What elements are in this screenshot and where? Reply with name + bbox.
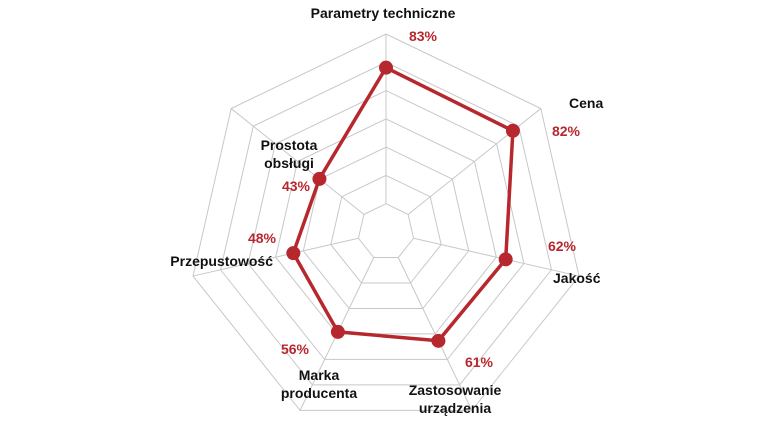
spoke-3	[397, 257, 473, 411]
value-label-1: 82%	[552, 123, 581, 139]
spoke-1	[407, 108, 542, 215]
value-label-6: 43%	[282, 178, 311, 194]
grid-ring-5	[247, 90, 525, 360]
axis-label-0: Parametry techniczne	[311, 5, 456, 21]
data-point-1	[505, 123, 520, 138]
value-label-0: 83%	[409, 28, 438, 44]
series-line	[291, 65, 515, 343]
spoke-2	[413, 237, 580, 277]
axis-label-6: Prostota obsługi	[261, 137, 318, 171]
axis-label-5: Przepustowość	[170, 253, 273, 269]
data-point-4	[330, 324, 345, 339]
data-point-5	[286, 246, 301, 261]
grid-ring-4	[275, 118, 497, 335]
axis-label-2: Jakość	[553, 270, 601, 286]
radar-labels: Parametry techniczne Cena Jakość Zastosowan…	[170, 5, 603, 416]
data-point-2	[498, 252, 513, 267]
axis-label-4: Marka producenta	[281, 367, 357, 401]
radar-series	[286, 60, 520, 348]
value-label-2: 62%	[548, 238, 577, 254]
value-label-3: 61%	[465, 354, 494, 370]
value-label-5: 48%	[248, 230, 277, 246]
data-point-6	[312, 171, 327, 186]
data-point-0	[379, 60, 393, 75]
spoke-5	[192, 237, 359, 277]
grid-ring-2	[330, 174, 442, 284]
radar-spokes	[192, 34, 580, 411]
radar-grid	[192, 33, 580, 411]
axis-label-3: Zastosowanie urządzenia	[409, 382, 502, 416]
grid-ring-7	[192, 33, 580, 411]
value-label-4: 56%	[281, 341, 310, 357]
grid-ring-1	[357, 203, 415, 258]
axis-label-1: Cena	[569, 95, 603, 111]
grid-ring-6	[219, 61, 553, 386]
spoke-6	[230, 108, 365, 215]
data-point-3	[431, 333, 446, 348]
